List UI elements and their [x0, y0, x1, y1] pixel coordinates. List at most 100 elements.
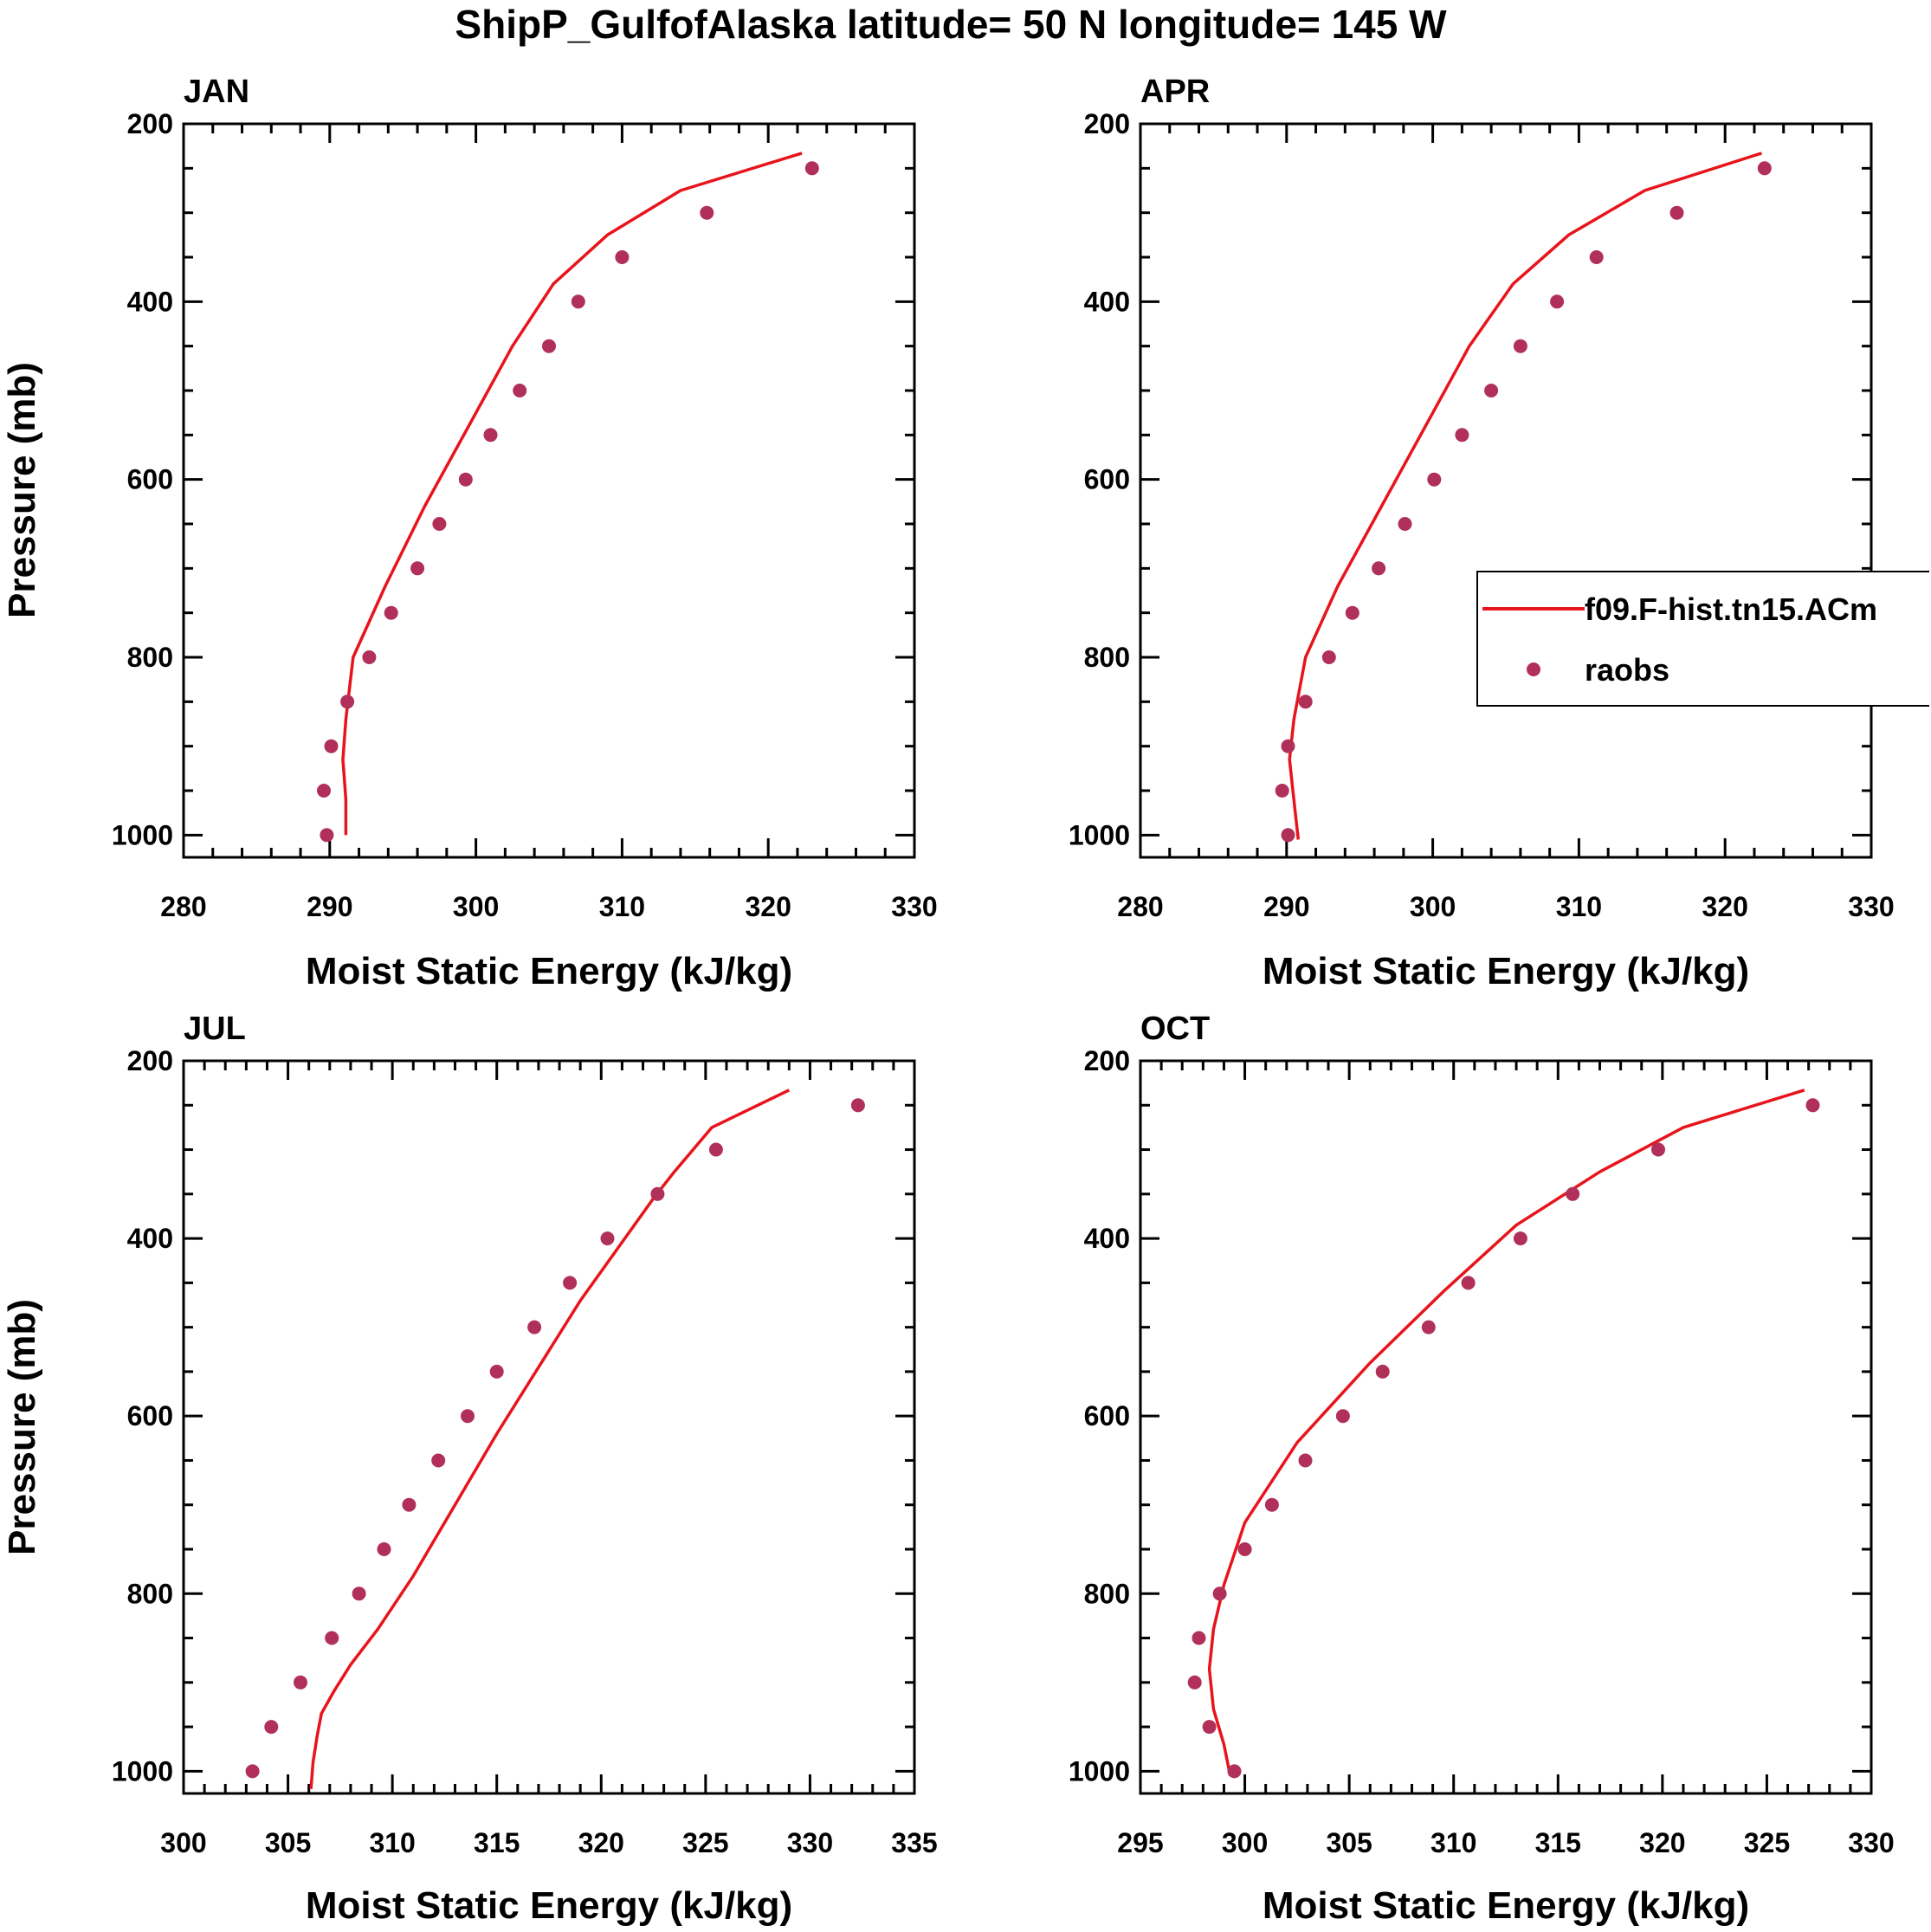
- raobs-point: [377, 1542, 391, 1556]
- y-axis-label: Pressure (mb): [1, 1299, 43, 1555]
- x-tick-label: 295: [1117, 1827, 1163, 1858]
- model-profile-line: [1207, 1089, 1805, 1776]
- x-tick-label: 290: [1263, 891, 1309, 922]
- raobs-point: [458, 472, 473, 487]
- raobs-point: [1566, 1186, 1580, 1201]
- figure-title: ShipP_GulfofAlaska latitude= 50 N longit…: [455, 2, 1447, 47]
- legend-label-raobs: raobs: [1585, 652, 1669, 688]
- legend-marker-swatch: [1527, 662, 1540, 676]
- x-axis-label: Moist Static Energy (kJ/kg): [306, 950, 792, 992]
- x-tick-label: 310: [599, 891, 645, 922]
- raobs-point: [708, 1142, 723, 1157]
- raobs-point: [1281, 739, 1295, 753]
- raobs-point: [245, 1764, 260, 1779]
- raobs-point: [1298, 695, 1313, 709]
- raobs-point: [264, 1720, 279, 1735]
- raobs-point: [325, 1631, 339, 1645]
- raobs-point: [1455, 428, 1469, 443]
- raobs-point: [1212, 1586, 1227, 1601]
- raobs-point: [615, 250, 630, 264]
- raobs-point: [1321, 650, 1336, 664]
- raobs-point: [1345, 605, 1359, 620]
- raobs-point: [294, 1675, 307, 1690]
- raobs-point: [317, 784, 331, 798]
- raobs-point: [850, 1098, 865, 1113]
- y-tick-label: 1000: [1069, 819, 1130, 850]
- x-tick-label: 325: [1744, 1827, 1790, 1858]
- raobs-point: [1651, 1142, 1665, 1157]
- plot-frame: [1139, 122, 1873, 859]
- x-tick-label: 280: [1117, 891, 1163, 922]
- raobs-point: [650, 1186, 665, 1201]
- raobs-point: [1461, 1276, 1476, 1290]
- raobs-point: [340, 695, 355, 709]
- x-tick-label: 305: [1326, 1827, 1372, 1858]
- y-tick-label: 600: [1084, 1400, 1130, 1431]
- y-tick-label: 200: [127, 1045, 173, 1076]
- y-tick-label: 1000: [112, 819, 173, 850]
- plot-area: [1187, 1089, 1820, 1779]
- panel-title: APR: [1140, 74, 1210, 110]
- raobs-point: [1187, 1675, 1202, 1690]
- raobs-point: [352, 1586, 366, 1601]
- raobs-point: [1398, 517, 1412, 531]
- raobs-point: [571, 294, 585, 309]
- y-tick-label: 400: [1084, 1223, 1130, 1254]
- panel-title: JUL: [184, 1011, 246, 1047]
- legend-box: [1476, 571, 1929, 707]
- raobs-point: [1421, 1320, 1436, 1334]
- raobs-point: [410, 561, 425, 576]
- raobs-point: [461, 1409, 475, 1424]
- raobs-point: [1237, 1542, 1252, 1556]
- raobs-point: [483, 428, 498, 443]
- raobs-point: [1264, 1497, 1279, 1512]
- raobs-point: [1335, 1409, 1350, 1424]
- raobs-point: [384, 605, 398, 620]
- raobs-point: [1427, 472, 1442, 487]
- x-axis-label: Moist Static Energy (kJ/kg): [1263, 950, 1749, 992]
- y-tick-label: 600: [1084, 464, 1130, 495]
- raobs-point: [1281, 828, 1295, 843]
- y-axis-label: Pressure (mb): [1, 362, 43, 618]
- x-tick-label: 320: [1639, 1827, 1685, 1858]
- raobs-point: [700, 205, 714, 220]
- raobs-point: [489, 1364, 504, 1379]
- model-profile-line: [1288, 152, 1762, 840]
- plot-area: [317, 152, 819, 843]
- x-tick-label: 300: [160, 1827, 206, 1858]
- x-tick-label: 320: [578, 1827, 624, 1858]
- raobs-point: [1805, 1098, 1820, 1113]
- x-tick-label: 335: [891, 1827, 937, 1858]
- y-tick-label: 800: [127, 1578, 173, 1609]
- panel-oct: OCT Moist Static Energy (kJ/kg) 295 300 30…: [1069, 1011, 1895, 1927]
- plot-frame: [1139, 1059, 1873, 1795]
- raobs-point: [1589, 250, 1604, 264]
- x-tick-label: 325: [682, 1827, 728, 1858]
- x-tick-label: 280: [160, 891, 206, 922]
- raobs-point: [1513, 339, 1527, 353]
- x-axis-label: Moist Static Energy (kJ/kg): [1263, 1884, 1749, 1927]
- raobs-point: [804, 161, 819, 176]
- x-tick-label: 310: [1556, 891, 1602, 922]
- y-tick-label: 400: [1084, 286, 1130, 317]
- raobs-point: [563, 1276, 578, 1290]
- y-tick-label: 200: [1084, 108, 1130, 139]
- raobs-point: [1192, 1631, 1206, 1645]
- raobs-point: [1202, 1720, 1217, 1735]
- x-tick-label: 300: [1410, 891, 1456, 922]
- x-tick-label: 300: [1222, 1827, 1268, 1858]
- x-tick-label: 290: [307, 891, 352, 922]
- x-tick-label: 315: [474, 1827, 520, 1858]
- panel-title: OCT: [1140, 1011, 1210, 1047]
- x-tick-label: 330: [787, 1827, 833, 1858]
- x-tick-label: 300: [453, 891, 499, 922]
- raobs-point: [600, 1231, 615, 1246]
- legend: f09.F-hist.tn15.ACm raobs: [1476, 571, 1929, 707]
- y-tick-label: 400: [127, 1223, 173, 1254]
- y-tick-label: 200: [1084, 1045, 1130, 1076]
- raobs-point: [527, 1320, 542, 1334]
- axis-ticks: 280 290 300 310 320 330 200 400 600 800 1000: [112, 108, 938, 922]
- y-tick-label: 600: [127, 464, 173, 495]
- raobs-point: [431, 1453, 446, 1468]
